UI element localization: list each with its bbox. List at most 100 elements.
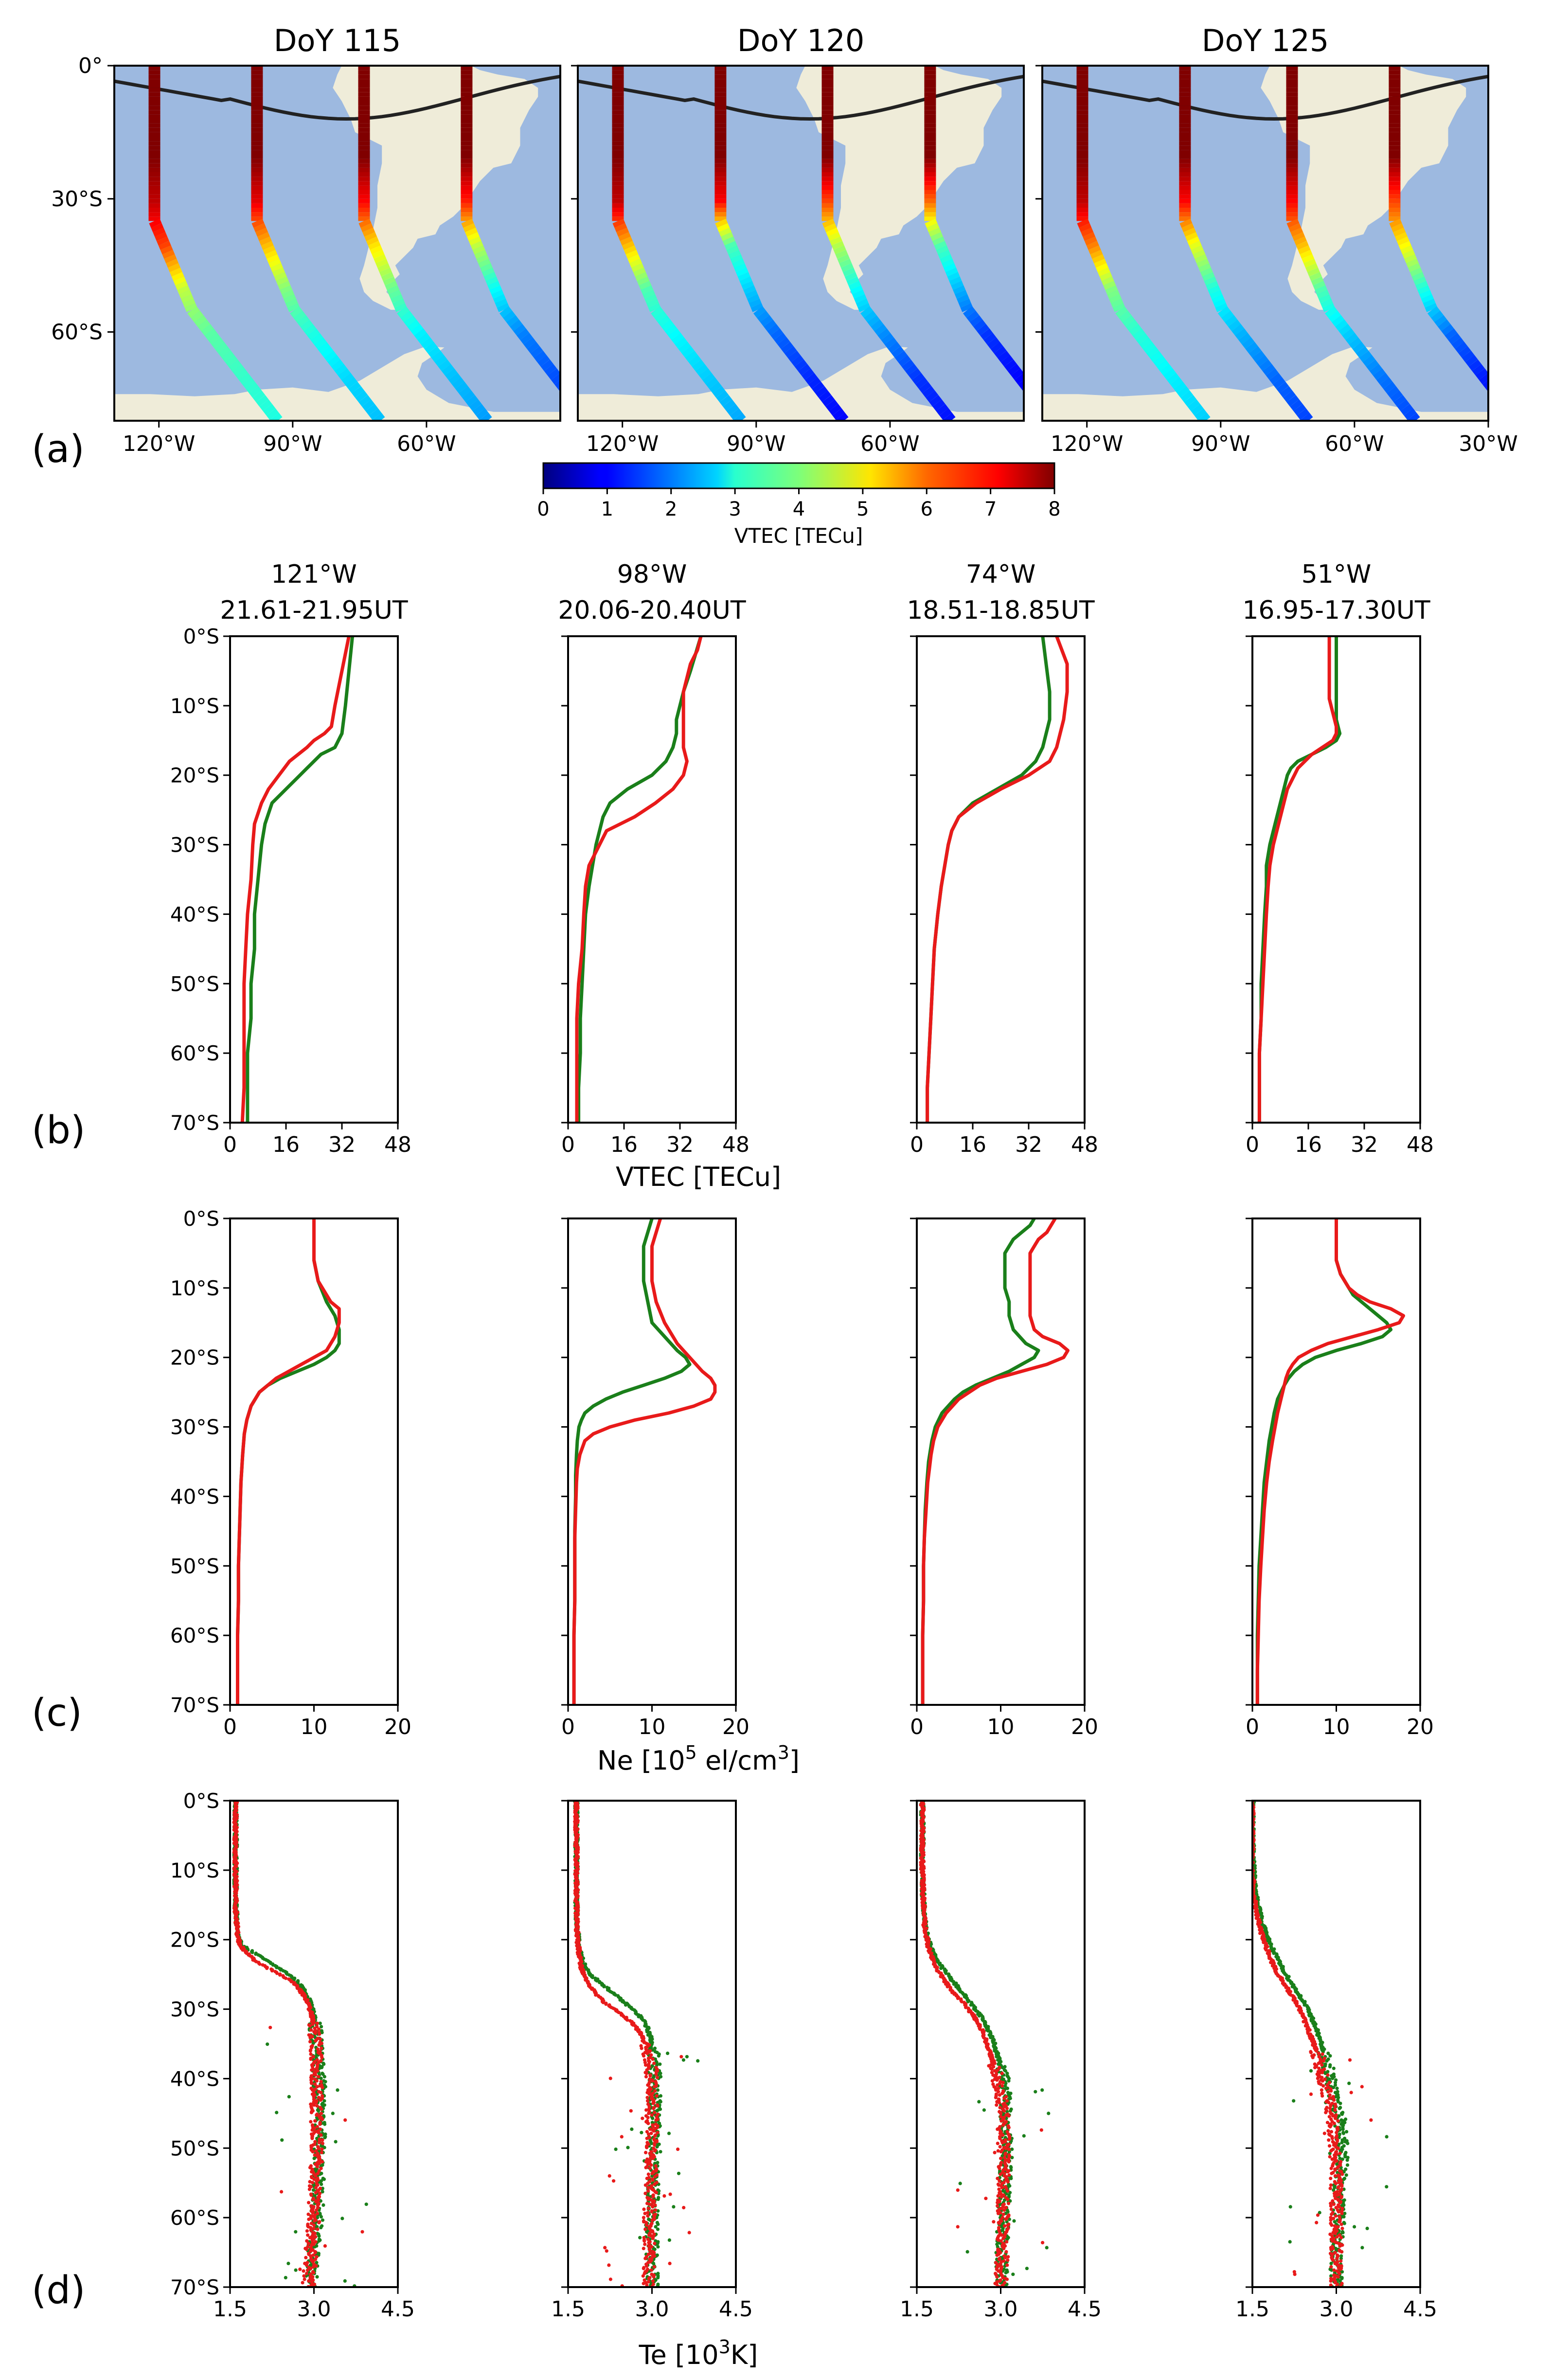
map-panel-1: DoY 115 0° 30°S 60°S 120°W 90°W 60°W xyxy=(51,23,561,456)
lat-tick-label: 60°S xyxy=(170,1624,219,1647)
colorbar-tick-label: 8 xyxy=(1048,498,1060,520)
map-lon-label: 90°W xyxy=(1191,431,1250,456)
satellite-track-2 xyxy=(714,66,849,421)
lat-tick-label: 30°S xyxy=(170,1998,219,2022)
lat-tick-label: 20°S xyxy=(170,764,219,787)
red-te-points xyxy=(232,1801,364,2287)
satellite-track-2 xyxy=(251,66,385,421)
map-lat-label: 30°S xyxy=(51,187,103,212)
red-profile-line xyxy=(575,636,703,1123)
green-profile-line xyxy=(577,636,703,1123)
lat-tick-label: 60°S xyxy=(170,2206,219,2230)
column-time-range: 18.51-18.85UT xyxy=(907,596,1095,625)
x-tick-label: 20 xyxy=(722,1715,749,1739)
row-c-xlabel-part2: el/cm xyxy=(697,1745,778,1776)
satellite-track-2 xyxy=(1179,66,1313,421)
map-content xyxy=(578,66,1024,421)
profile-panel-c-1: 0°S 10°S 20°S 30°S 40°S 50°S 60°S 70°S0 10 20 xyxy=(170,1207,411,1739)
map-lon-label: 120°W xyxy=(586,431,659,456)
x-tick-label: 3.0 xyxy=(635,2297,669,2322)
map-row: DoY 115 0° 30°S 60°S 120°W 90°W 60°W DoY 120 120… xyxy=(51,23,1518,456)
profile-panel-c-2: 0 10 20 xyxy=(561,1217,749,1739)
map-content xyxy=(114,66,560,421)
x-tick-label: 32 xyxy=(1351,1132,1378,1157)
satellite-track-1 xyxy=(1076,66,1211,421)
row-d-xlabel-exp: 3 xyxy=(719,2336,731,2358)
map-lon-label: 30°W xyxy=(1459,431,1518,456)
profile-grid: 0°S10°S20°S30°S40°S50°S60°S70°S0 16 32 48 0 1… xyxy=(170,625,1437,2322)
plot-frame xyxy=(1251,635,1421,1124)
profile-panel-c-3: 0 10 20 xyxy=(910,1217,1098,1739)
colorbar-tick-label: 6 xyxy=(921,498,933,520)
lat-tick-label: 70°S xyxy=(170,1111,219,1135)
x-tick-label: 32 xyxy=(666,1132,694,1157)
profile-panel-b-3: 0 16 32 48 xyxy=(910,635,1098,1157)
map-lon-label: 60°W xyxy=(860,431,920,456)
lat-tick-label: 50°S xyxy=(170,1554,219,1578)
x-tick-label: 16 xyxy=(610,1132,638,1157)
green-te-points xyxy=(573,1801,700,2287)
lat-tick-label: 20°S xyxy=(170,1928,219,1952)
antarctica-land xyxy=(114,346,560,421)
lat-tick-label: 0°S xyxy=(183,1207,219,1231)
colorbar-label: VTEC [TECu] xyxy=(734,524,863,548)
satellite-track-1 xyxy=(148,66,283,421)
colorbar-tick-label: 1 xyxy=(601,498,613,520)
profile-row-b: 0°S10°S20°S30°S40°S50°S60°S70°S0 16 32 48 0 1… xyxy=(170,625,1434,1157)
lat-tick-label: 40°S xyxy=(170,1485,219,1508)
map-content xyxy=(1042,66,1488,421)
x-tick-label: 10 xyxy=(1323,1715,1350,1739)
plot-frame xyxy=(1251,1217,1421,1706)
green-profile-line xyxy=(1255,1218,1393,1705)
plot-frame xyxy=(916,635,1086,1124)
lat-tick-label: 10°S xyxy=(170,1859,219,1882)
x-tick-label: 0 xyxy=(561,1715,575,1739)
colorbar-tick-label: 2 xyxy=(665,498,677,520)
row-c-xlabel-part3: ] xyxy=(789,1745,800,1776)
x-tick-label: 16 xyxy=(272,1132,300,1157)
terminator-line xyxy=(578,74,1024,121)
profile-panel-b-1: 0°S 10°S 20°S 30°S 40°S 50°S 60°S 70°S0 16 32 48 xyxy=(170,625,411,1157)
green-profile-line xyxy=(921,1218,1040,1705)
map-title: DoY 120 xyxy=(737,23,865,58)
x-tick-label: 48 xyxy=(384,1132,411,1157)
map-lat-label: 60°S xyxy=(51,320,103,345)
x-tick-label: 1.5 xyxy=(551,2297,585,2322)
red-te-points xyxy=(573,1801,691,2287)
satellite-track-3 xyxy=(358,66,492,421)
map-frame xyxy=(113,65,561,422)
red-te-points xyxy=(1252,1801,1373,2287)
plot-frame xyxy=(229,635,399,1124)
profile-row-c: 0°S10°S20°S30°S40°S50°S60°S70°S0 10 20 0 10 2… xyxy=(170,1207,1434,1739)
red-profile-line xyxy=(236,1218,341,1705)
row-c-xlabel-part1: Ne [10 xyxy=(597,1745,685,1776)
x-tick-label: 0 xyxy=(223,1132,237,1157)
x-tick-label: 20 xyxy=(384,1715,411,1739)
map-lon-label: 120°W xyxy=(123,431,196,456)
red-profile-line xyxy=(1257,636,1338,1123)
profile-panel-d-1: 0°S 10°S 20°S 30°S 40°S 50°S 60°S 70°S1.5 3.0 4.5 xyxy=(170,1789,415,2322)
map-lon-label: 60°W xyxy=(397,431,456,456)
x-tick-label: 0 xyxy=(910,1715,924,1739)
satellite-track-3 xyxy=(821,66,956,421)
lat-tick-label: 40°S xyxy=(170,902,219,926)
south-america-land xyxy=(1261,66,1466,310)
x-tick-label: 10 xyxy=(639,1715,666,1739)
panel-letter-b: (b) xyxy=(32,1109,85,1152)
x-tick-label: 10 xyxy=(301,1715,328,1739)
x-tick-label: 1.5 xyxy=(900,2297,934,2322)
profile-panel-d-3: 1.5 3.0 4.5 xyxy=(900,1800,1102,2322)
x-tick-label: 0 xyxy=(223,1715,237,1739)
antarctica-land xyxy=(578,346,1024,421)
column-time-range: 16.95-17.30UT xyxy=(1242,596,1430,625)
lat-tick-label: 20°S xyxy=(170,1346,219,1370)
satellite-track-4 xyxy=(924,66,1024,392)
x-tick-label: 20 xyxy=(1407,1715,1434,1739)
lat-tick-label: 70°S xyxy=(170,2275,219,2299)
red-profile-line xyxy=(240,636,351,1123)
x-tick-label: 16 xyxy=(959,1132,986,1157)
x-tick-label: 32 xyxy=(328,1132,356,1157)
plot-frame xyxy=(916,1217,1086,1706)
column-headers: 121°W 21.61-21.95UT 98°W 20.06-20.40UT 74°W 1… xyxy=(220,560,1430,625)
